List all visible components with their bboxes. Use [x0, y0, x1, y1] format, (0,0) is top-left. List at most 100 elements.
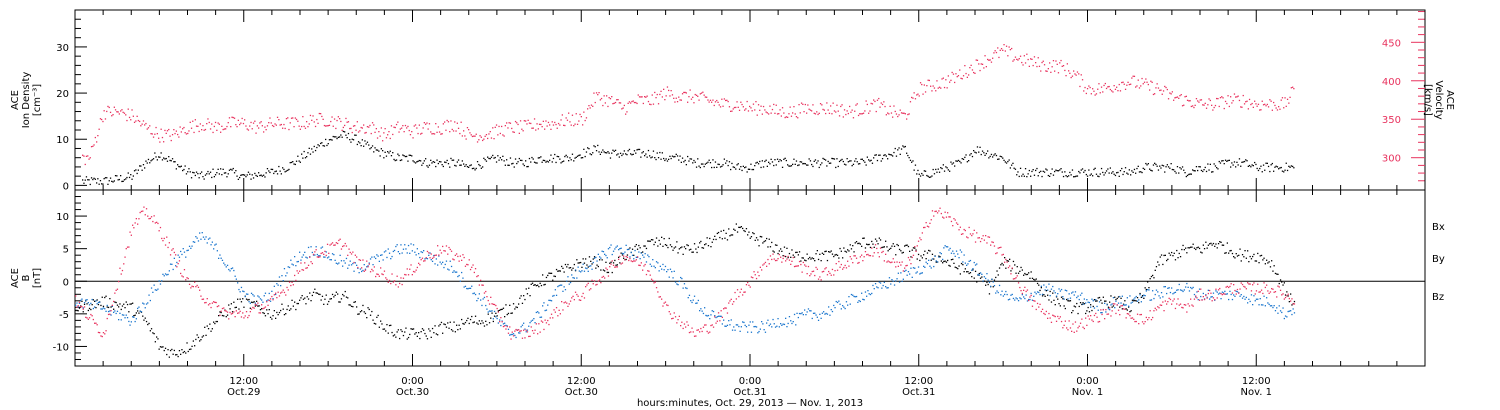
bz-point: [772, 253, 774, 255]
bz-point: [550, 313, 553, 315]
bz-point: [157, 222, 159, 225]
bz-point: [859, 256, 861, 258]
bz-point: [662, 305, 664, 307]
velocity-point: [187, 132, 189, 135]
by-point: [107, 310, 110, 313]
bz-point: [218, 305, 220, 307]
density-point: [908, 157, 910, 159]
density-point: [569, 157, 571, 159]
b-tick-label: 5: [63, 245, 69, 256]
density-point: [532, 158, 534, 160]
bx-point: [709, 237, 711, 240]
density-point: [297, 155, 299, 157]
velocity-point: [331, 116, 333, 118]
density-point: [578, 154, 580, 157]
bx-point: [607, 271, 610, 274]
by-point: [268, 292, 270, 295]
bx-point: [1193, 247, 1196, 249]
bz-point: [706, 330, 708, 333]
bz-point: [373, 266, 375, 268]
by-point: [140, 311, 143, 313]
bz-point: [583, 297, 586, 299]
bx-point: [528, 287, 530, 289]
velocity-point: [1281, 97, 1284, 99]
bz-point: [753, 271, 755, 273]
by-point: [273, 285, 275, 287]
bz-point: [842, 268, 844, 270]
by-point: [772, 318, 774, 321]
by-point: [754, 325, 756, 328]
velocity-point: [416, 127, 418, 129]
bx-point: [434, 325, 436, 327]
by-point: [207, 238, 210, 240]
bz-point: [1134, 320, 1136, 323]
bz-point: [877, 252, 879, 254]
bx-point: [416, 335, 418, 337]
bz-point: [577, 295, 579, 297]
density-point: [750, 163, 752, 165]
density-point: [1281, 170, 1284, 172]
date-tick-label: Oct.30: [396, 387, 429, 398]
density-point: [526, 166, 528, 168]
bx-point: [740, 226, 742, 228]
velocity-point: [692, 96, 694, 98]
by-point: [95, 300, 97, 302]
density-point: [346, 137, 348, 139]
density-point: [363, 145, 365, 147]
density-point: [898, 147, 900, 149]
bz-point: [616, 266, 618, 268]
density-point: [252, 177, 255, 179]
by-point: [386, 256, 388, 259]
bx-point: [786, 247, 788, 249]
velocity-point: [163, 141, 165, 143]
density-point: [927, 175, 929, 177]
by-point: [344, 262, 346, 264]
density-point: [370, 147, 372, 149]
density-point: [478, 163, 480, 166]
density-point: [949, 170, 951, 172]
velocity-point: [108, 106, 110, 109]
velocity-point: [125, 114, 127, 116]
bx-point: [438, 325, 440, 327]
by-point: [486, 308, 488, 310]
bz-point: [892, 258, 894, 260]
by-point: [1040, 285, 1042, 287]
density-point: [802, 163, 804, 165]
velocity-point: [835, 111, 837, 113]
velocity-point: [433, 133, 436, 135]
density-point: [540, 156, 542, 158]
bx-point: [1279, 279, 1282, 281]
bz-point: [1050, 321, 1053, 323]
density-point: [103, 178, 105, 180]
by-point: [834, 307, 836, 309]
density-point: [292, 161, 294, 163]
bz-point: [935, 210, 937, 212]
density-point: [1079, 172, 1081, 174]
density-point: [488, 157, 490, 160]
density-point: [869, 160, 871, 162]
by-point: [1010, 294, 1012, 296]
velocity-point: [407, 125, 409, 128]
density-point: [557, 156, 560, 158]
bz-point: [740, 288, 742, 290]
density-point: [1255, 163, 1257, 166]
bx-point: [211, 328, 213, 330]
velocity-point: [230, 126, 232, 128]
velocity-point: [509, 122, 512, 124]
bx-point: [1245, 257, 1247, 259]
by-point: [1187, 286, 1189, 288]
density-point: [657, 157, 660, 159]
bx-point: [653, 243, 655, 246]
velocity-point: [456, 122, 458, 124]
bx-point: [605, 261, 607, 263]
bz-point: [742, 294, 744, 296]
velocity-point: [1057, 72, 1060, 74]
density-point: [1064, 171, 1066, 173]
bx-point: [496, 315, 498, 317]
velocity-point: [1038, 65, 1041, 67]
by-point: [316, 253, 318, 256]
velocity-point: [1035, 62, 1037, 64]
bx-point: [600, 269, 602, 271]
bz-point: [750, 276, 753, 278]
bx-point: [1267, 262, 1269, 264]
